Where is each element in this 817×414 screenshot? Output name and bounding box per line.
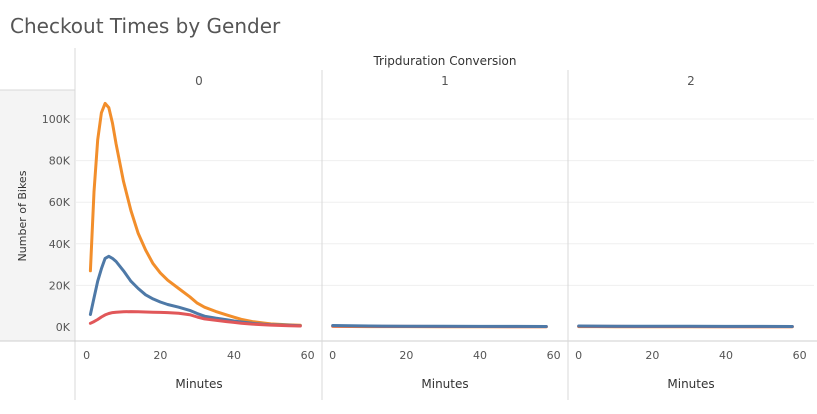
series-line-orange[interactable] xyxy=(88,101,302,327)
x-tick-label: 40 xyxy=(473,349,487,362)
x-tick-label: 20 xyxy=(645,349,659,362)
x-tick-label: 20 xyxy=(399,349,413,362)
x-tick-label: 60 xyxy=(547,349,561,362)
y-tick-label: 40K xyxy=(49,238,71,251)
x-tick-label: 60 xyxy=(793,349,807,362)
x-tick-label: 0 xyxy=(575,349,582,362)
x-axis-label: Minutes xyxy=(175,377,222,391)
x-tick-label: 0 xyxy=(83,349,90,362)
series-line-blue[interactable] xyxy=(577,324,794,328)
y-tick-label: 20K xyxy=(49,279,71,292)
column-header: Tripduration Conversion xyxy=(372,54,516,68)
y-axis-label: Number of Bikes xyxy=(16,170,29,261)
facet-panel-0: 0 0 20 40 60 Minutes xyxy=(83,74,314,391)
y-axis-band xyxy=(0,90,75,341)
chart-title: Checkout Times by Gender xyxy=(10,14,281,38)
x-axis-label: Minutes xyxy=(421,377,468,391)
y-tick-label: 60K xyxy=(49,196,71,209)
x-tick-label: 40 xyxy=(719,349,733,362)
y-tick-label: 100K xyxy=(42,113,71,126)
series-line-blue[interactable] xyxy=(331,324,548,328)
facet-header-label: 2 xyxy=(687,74,695,88)
x-tick-label: 40 xyxy=(227,349,241,362)
facet-panel-1: 1 0 20 40 60 Minutes xyxy=(321,70,561,400)
x-tick-label: 60 xyxy=(301,349,315,362)
facet-header-label: 1 xyxy=(441,74,449,88)
x-axis-label: Minutes xyxy=(667,377,714,391)
y-tick-label: 0K xyxy=(56,321,71,334)
x-tick-label: 20 xyxy=(153,349,167,362)
series-line-red[interactable] xyxy=(88,310,302,328)
x-tick-label: 0 xyxy=(329,349,336,362)
facet-header-label: 0 xyxy=(195,74,203,88)
y-tick-label: 80K xyxy=(49,155,71,168)
